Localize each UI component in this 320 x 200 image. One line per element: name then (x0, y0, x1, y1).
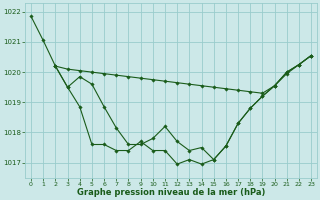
X-axis label: Graphe pression niveau de la mer (hPa): Graphe pression niveau de la mer (hPa) (77, 188, 265, 197)
